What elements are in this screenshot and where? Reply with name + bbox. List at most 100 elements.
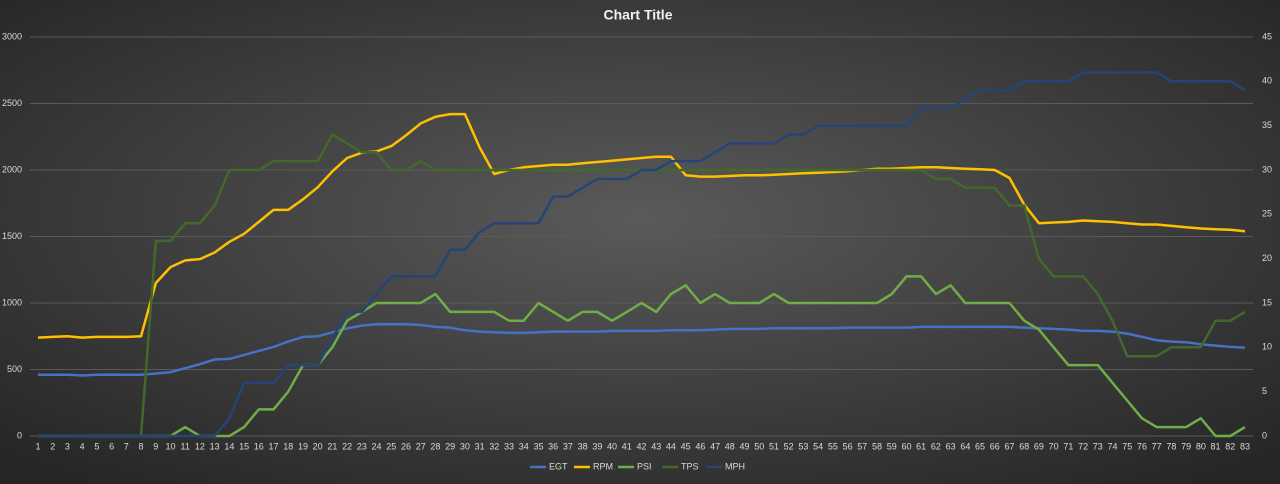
x-tick-label: 72 bbox=[1078, 441, 1088, 451]
y-tick-label: 1000 bbox=[2, 297, 22, 307]
x-tick-label: 14 bbox=[224, 441, 234, 451]
x-tick-label: 3 bbox=[65, 441, 70, 451]
y2-tick-label: 35 bbox=[1262, 120, 1272, 130]
legend-label: MPH bbox=[725, 461, 745, 471]
x-tick-label: 17 bbox=[269, 441, 279, 451]
x-tick-label: 29 bbox=[445, 441, 455, 451]
x-tick-label: 10 bbox=[165, 441, 175, 451]
x-tick-label: 1 bbox=[35, 441, 40, 451]
x-tick-label: 41 bbox=[622, 441, 632, 451]
y2-tick-label: 30 bbox=[1262, 164, 1272, 174]
x-tick-label: 43 bbox=[651, 441, 661, 451]
x-tick-label: 57 bbox=[857, 441, 867, 451]
y2-tick-label: 40 bbox=[1262, 76, 1272, 86]
x-tick-label: 83 bbox=[1240, 441, 1250, 451]
x-tick-label: 75 bbox=[1122, 441, 1132, 451]
y2-tick-label: 10 bbox=[1262, 342, 1272, 352]
x-tick-label: 35 bbox=[533, 441, 543, 451]
x-tick-label: 53 bbox=[798, 441, 808, 451]
x-tick-label: 68 bbox=[1019, 441, 1029, 451]
legend-label: TPS bbox=[681, 461, 699, 471]
x-tick-label: 48 bbox=[725, 441, 735, 451]
x-tick-label: 42 bbox=[636, 441, 646, 451]
y2-tick-label: 5 bbox=[1262, 386, 1267, 396]
x-tick-label: 25 bbox=[386, 441, 396, 451]
x-tick-label: 38 bbox=[578, 441, 588, 451]
x-tick-label: 66 bbox=[990, 441, 1000, 451]
x-tick-label: 27 bbox=[416, 441, 426, 451]
x-tick-label: 71 bbox=[1063, 441, 1073, 451]
x-tick-label: 58 bbox=[872, 441, 882, 451]
x-tick-label: 26 bbox=[401, 441, 411, 451]
x-tick-label: 13 bbox=[210, 441, 220, 451]
x-tick-label: 7 bbox=[124, 441, 129, 451]
legend-label: EGT bbox=[549, 461, 568, 471]
legend-label: RPM bbox=[593, 461, 613, 471]
x-tick-label: 64 bbox=[960, 441, 970, 451]
x-tick-label: 81 bbox=[1211, 441, 1221, 451]
series-line bbox=[37, 112, 1246, 339]
chart-title: Chart Title bbox=[604, 7, 673, 23]
x-tick-label: 28 bbox=[430, 441, 440, 451]
y2-tick-label: 45 bbox=[1262, 31, 1272, 41]
x-tick-label: 20 bbox=[313, 441, 323, 451]
x-tick-label: 18 bbox=[283, 441, 293, 451]
x-tick-label: 77 bbox=[1152, 441, 1162, 451]
x-tick-label: 79 bbox=[1181, 441, 1191, 451]
y-tick-label: 1500 bbox=[2, 231, 22, 241]
x-tick-label: 23 bbox=[357, 441, 367, 451]
x-tick-label: 50 bbox=[754, 441, 764, 451]
x-tick-label: 46 bbox=[695, 441, 705, 451]
x-tick-label: 33 bbox=[504, 441, 514, 451]
series-line bbox=[38, 71, 1246, 438]
x-tick-label: 2 bbox=[50, 441, 55, 451]
x-tick-label: 54 bbox=[813, 441, 823, 451]
x-tick-label: 44 bbox=[666, 441, 676, 451]
series-line bbox=[38, 275, 1246, 438]
y-tick-label: 3000 bbox=[2, 31, 22, 41]
x-tick-label: 4 bbox=[80, 441, 85, 451]
y-tick-label: 2500 bbox=[2, 98, 22, 108]
y2-tick-label: 20 bbox=[1262, 253, 1272, 263]
x-tick-label: 60 bbox=[901, 441, 911, 451]
x-tick-label: 5 bbox=[94, 441, 99, 451]
x-tick-label: 52 bbox=[784, 441, 794, 451]
x-tick-label: 31 bbox=[475, 441, 485, 451]
x-tick-label: 32 bbox=[489, 441, 499, 451]
x-tick-label: 40 bbox=[607, 441, 617, 451]
x-tick-label: 47 bbox=[710, 441, 720, 451]
y2-tick-label: 25 bbox=[1262, 209, 1272, 219]
x-tick-label: 51 bbox=[769, 441, 779, 451]
x-tick-label: 78 bbox=[1166, 441, 1176, 451]
legend-label: PSI bbox=[637, 461, 652, 471]
x-tick-label: 24 bbox=[372, 441, 382, 451]
y-tick-label: 500 bbox=[7, 364, 22, 374]
x-tick-label: 15 bbox=[239, 441, 249, 451]
x-tick-label: 45 bbox=[681, 441, 691, 451]
x-tick-label: 65 bbox=[975, 441, 985, 451]
x-tick-label: 55 bbox=[828, 441, 838, 451]
x-tick-label: 11 bbox=[181, 441, 190, 451]
x-tick-label: 61 bbox=[916, 441, 926, 451]
x-tick-label: 8 bbox=[139, 441, 144, 451]
y-tick-label: 0 bbox=[17, 430, 22, 440]
x-tick-label: 16 bbox=[254, 441, 264, 451]
y2-tick-label: 15 bbox=[1262, 297, 1272, 307]
x-tick-label: 19 bbox=[298, 441, 308, 451]
x-tick-label: 76 bbox=[1137, 441, 1147, 451]
series-line bbox=[38, 323, 1246, 377]
x-tick-label: 37 bbox=[563, 441, 573, 451]
x-tick-label: 63 bbox=[946, 441, 956, 451]
x-tick-label: 9 bbox=[153, 441, 158, 451]
x-tick-label: 67 bbox=[1004, 441, 1014, 451]
y-tick-label: 2000 bbox=[2, 164, 22, 174]
x-tick-label: 6 bbox=[109, 441, 114, 451]
x-tick-label: 80 bbox=[1196, 441, 1206, 451]
x-tick-label: 59 bbox=[887, 441, 897, 451]
x-tick-label: 36 bbox=[548, 441, 558, 451]
x-tick-label: 82 bbox=[1225, 441, 1235, 451]
x-tick-label: 62 bbox=[931, 441, 941, 451]
x-tick-label: 12 bbox=[195, 441, 205, 451]
x-tick-label: 21 bbox=[327, 441, 337, 451]
